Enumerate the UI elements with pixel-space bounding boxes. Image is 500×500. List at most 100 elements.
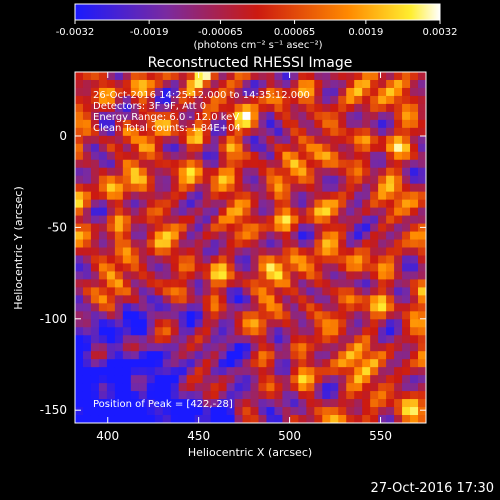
heatmap-cell <box>186 143 196 153</box>
heatmap-cell <box>290 247 299 256</box>
heatmap-cell <box>402 239 411 248</box>
heatmap-cell <box>202 375 212 384</box>
heatmap-cell <box>138 239 148 248</box>
heatmap-cell <box>122 111 132 121</box>
heatmap-cell <box>122 399 132 408</box>
heatmap-cell <box>202 343 212 352</box>
heatmap-cell <box>75 111 84 121</box>
heatmap-cell <box>218 183 228 193</box>
heatmap-cell <box>386 359 395 368</box>
heatmap-cell <box>98 351 108 360</box>
heatmap-cell <box>114 383 124 392</box>
heatmap-cell <box>75 391 84 400</box>
heatmap-cell <box>250 231 259 241</box>
heatmap-cell <box>250 223 259 233</box>
heatmap-cell <box>394 271 403 280</box>
heatmap-cell <box>314 367 323 376</box>
heatmap-cell <box>410 303 419 312</box>
heatmap-cell <box>306 231 315 241</box>
heatmap-cell <box>218 215 228 225</box>
heatmap-cell <box>338 287 347 296</box>
heatmap-cell <box>378 415 387 424</box>
heatmap-cell <box>154 151 164 161</box>
heatmap-cell <box>314 207 323 217</box>
heatmap-cell <box>362 87 371 97</box>
heatmap-cell <box>106 359 116 368</box>
heatmap-cell <box>330 399 339 408</box>
heatmap-cell <box>138 271 148 280</box>
heatmap-cell <box>362 111 371 121</box>
heatmap-cell <box>418 247 427 256</box>
heatmap-cell <box>418 87 427 97</box>
heatmap-cell <box>322 167 331 177</box>
heatmap-cell <box>90 311 100 320</box>
heatmap-cell <box>170 143 180 153</box>
heatmap-cell <box>362 231 371 241</box>
heatmap-cell <box>354 135 363 145</box>
heatmap-cell <box>154 407 164 416</box>
heatmap-cell <box>314 399 323 408</box>
heatmap-cell <box>306 207 315 217</box>
heatmap-cell <box>338 335 347 344</box>
heatmap-cell <box>394 215 403 225</box>
heatmap-cell <box>290 375 299 384</box>
heatmap-cell <box>90 375 100 384</box>
heatmap-cell <box>354 127 363 137</box>
heatmap-cell <box>298 231 307 241</box>
heatmap-cell <box>354 151 363 161</box>
heatmap-cell <box>250 167 259 177</box>
heatmap-cell <box>90 255 100 264</box>
heatmap-cell <box>82 119 92 129</box>
heatmap-cell <box>330 151 339 161</box>
heatmap-cell <box>402 367 411 376</box>
heatmap-cell <box>154 391 164 400</box>
heatmap-cell <box>378 127 387 137</box>
heatmap-cell <box>162 287 172 296</box>
heatmap-cell <box>290 271 299 280</box>
heatmap-cell <box>330 367 339 376</box>
heatmap-cell <box>298 263 307 272</box>
heatmap-cell <box>378 303 387 312</box>
heatmap-cell <box>298 375 307 384</box>
plot-frame <box>74 71 427 424</box>
heatmap-cell <box>226 143 236 153</box>
heatmap-cell <box>226 399 236 408</box>
heatmap-cell <box>394 87 403 97</box>
heatmap-cell <box>394 247 403 256</box>
heatmap-cell <box>138 167 148 177</box>
heatmap-cell <box>234 119 244 129</box>
heatmap-cell <box>410 167 419 177</box>
heatmap-cell <box>322 279 331 288</box>
heatmap-cell <box>234 127 244 137</box>
heatmap-cell <box>322 191 331 201</box>
heatmap-cell <box>170 191 180 201</box>
heatmap-cell <box>274 367 283 376</box>
heatmap-cell <box>258 119 267 129</box>
heatmap-cell <box>402 407 411 416</box>
heatmap-cell <box>170 407 180 416</box>
heatmap-cell <box>154 159 164 169</box>
heatmap-cell <box>378 263 387 272</box>
heatmap-cell <box>266 207 275 217</box>
heatmap-cell <box>226 207 236 217</box>
heatmap-cell <box>322 103 331 113</box>
heatmap-cell <box>218 407 228 416</box>
heatmap-cell <box>370 311 379 320</box>
heatmap-cell <box>242 215 251 225</box>
heatmap-cell <box>138 103 148 113</box>
heatmap-cell <box>226 72 236 81</box>
heatmap-cell <box>410 143 419 153</box>
heatmap-cell <box>154 415 164 424</box>
heatmap-cell <box>98 399 108 408</box>
heatmap-cell <box>418 255 427 264</box>
heatmap-cell <box>314 391 323 400</box>
heatmap-cell <box>146 367 156 376</box>
heatmap-cell <box>418 383 427 392</box>
heatmap-cell <box>266 367 275 376</box>
heatmap-cell <box>122 135 132 145</box>
heatmap-cell <box>234 407 244 416</box>
heatmap-cell <box>386 175 395 185</box>
heatmap-cell <box>298 175 307 185</box>
heatmap-cell <box>202 119 212 129</box>
heatmap-cell <box>130 199 140 209</box>
